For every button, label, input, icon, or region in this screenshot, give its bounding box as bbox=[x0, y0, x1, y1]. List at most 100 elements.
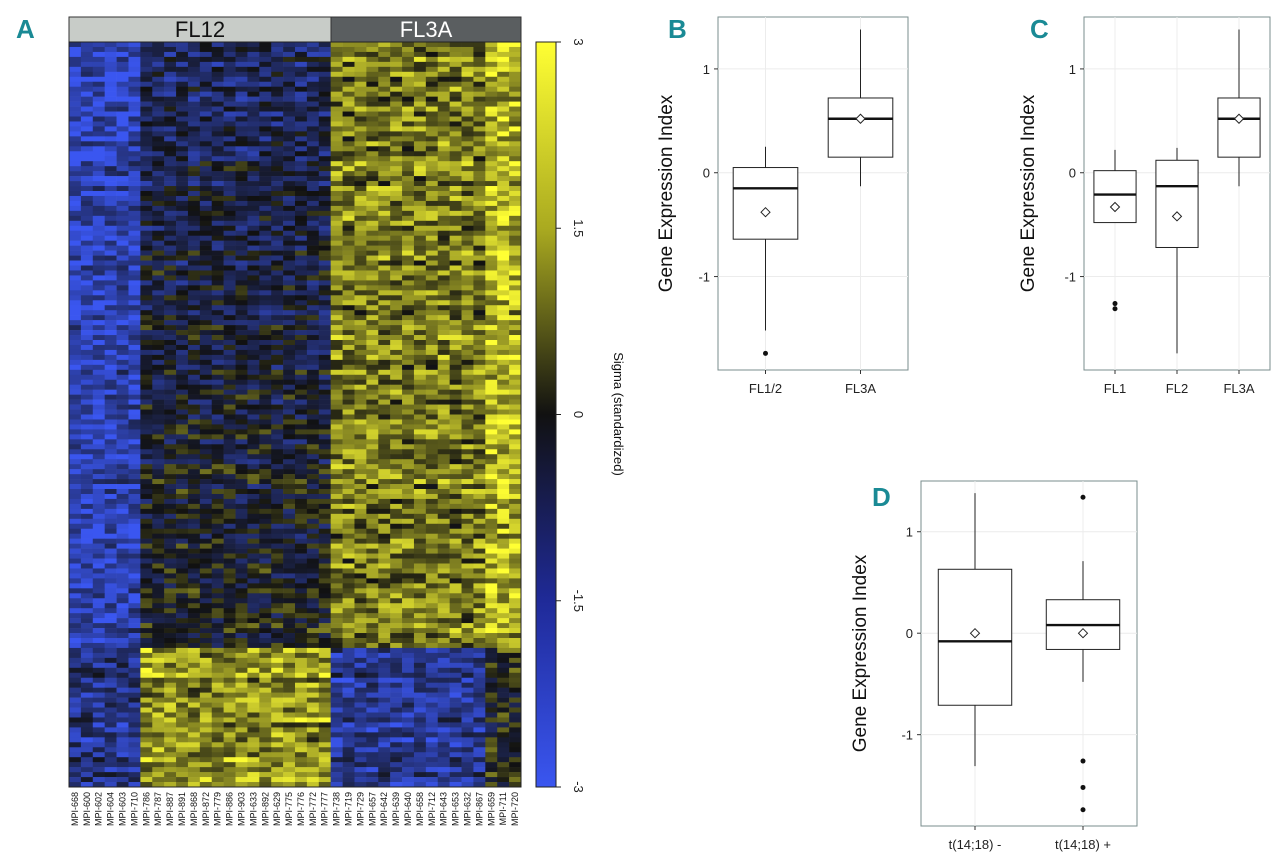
heatmap-cell bbox=[69, 682, 82, 688]
heatmap-cell bbox=[211, 439, 224, 445]
heatmap-cell bbox=[295, 141, 308, 147]
heatmap-cell bbox=[473, 285, 486, 291]
heatmap-cell bbox=[485, 464, 498, 470]
heatmap-cell bbox=[259, 121, 272, 127]
heatmap-cell bbox=[235, 543, 248, 549]
heatmap-cell bbox=[211, 593, 224, 599]
heatmap-cell bbox=[69, 305, 82, 311]
heatmap-cell bbox=[485, 484, 498, 490]
heatmap-cell bbox=[306, 384, 320, 390]
heatmap-cell bbox=[509, 265, 522, 271]
heatmap-cell bbox=[449, 325, 462, 331]
heatmap-cell bbox=[306, 171, 320, 177]
heatmap-cell bbox=[176, 171, 189, 177]
heatmap-cell bbox=[80, 469, 94, 475]
heatmap-cell bbox=[306, 270, 320, 276]
heatmap-cell bbox=[187, 359, 201, 366]
heatmap-cell bbox=[164, 335, 177, 341]
heatmap-cell bbox=[354, 285, 367, 291]
heatmap-cell bbox=[140, 424, 153, 430]
heatmap-cell bbox=[176, 513, 189, 520]
heatmap-cell bbox=[449, 354, 462, 361]
heatmap-cell bbox=[473, 598, 486, 604]
heatmap-cell bbox=[235, 687, 248, 693]
heatmap-cell bbox=[283, 250, 296, 256]
heatmap-cell bbox=[247, 280, 260, 286]
heatmap-cell bbox=[366, 513, 379, 520]
heatmap-cell bbox=[461, 369, 474, 376]
heatmap-cell bbox=[413, 290, 427, 296]
heatmap-cell bbox=[485, 260, 498, 266]
heatmap-cell bbox=[390, 568, 403, 574]
heatmap-cell bbox=[437, 662, 450, 669]
heatmap-cell bbox=[295, 255, 308, 261]
heatmap-cell bbox=[176, 667, 189, 674]
heatmap-cell bbox=[283, 136, 296, 142]
heatmap-cell bbox=[342, 245, 355, 251]
heatmap-cell bbox=[259, 111, 272, 117]
heatmap-cell bbox=[485, 315, 498, 321]
heatmap-cell bbox=[199, 613, 213, 619]
heatmap-cell bbox=[354, 91, 367, 97]
heatmap-cell bbox=[235, 121, 248, 127]
heatmap-cell bbox=[366, 633, 379, 639]
heatmap-cell bbox=[176, 260, 189, 266]
heatmap-cell bbox=[116, 489, 129, 495]
heatmap-cell bbox=[437, 270, 450, 276]
heatmap-cell bbox=[330, 389, 343, 395]
heatmap-cell bbox=[199, 86, 213, 92]
heatmap-cell bbox=[104, 474, 117, 480]
heatmap-cell bbox=[259, 250, 272, 256]
heatmap-cell bbox=[497, 593, 510, 599]
heatmap-cell bbox=[366, 657, 379, 664]
heatmap-cell bbox=[92, 131, 105, 137]
heatmap-cell bbox=[306, 672, 320, 679]
heatmap-cell bbox=[425, 260, 439, 266]
heatmap-cell bbox=[413, 434, 427, 440]
heatmap-cell bbox=[461, 618, 474, 624]
heatmap-cell bbox=[211, 518, 224, 525]
heatmap-cell bbox=[295, 593, 308, 599]
heatmap-cell bbox=[187, 330, 201, 336]
heatmap-cell bbox=[461, 548, 474, 554]
heatmap-cell bbox=[485, 245, 498, 251]
heatmap-cell bbox=[306, 42, 320, 48]
heatmap-cell bbox=[128, 42, 141, 48]
heatmap-cell bbox=[342, 394, 355, 400]
heatmap-cell bbox=[128, 618, 141, 624]
heatmap-cell bbox=[116, 638, 129, 644]
heatmap-cell bbox=[378, 563, 391, 569]
heatmap-cell bbox=[199, 315, 213, 321]
heatmap-cell bbox=[366, 682, 379, 688]
heatmap-cell bbox=[449, 364, 462, 371]
heatmap-cell bbox=[402, 493, 415, 500]
heatmap-cell bbox=[187, 638, 201, 644]
heatmap-cell bbox=[211, 493, 224, 500]
heatmap-cell bbox=[425, 548, 439, 554]
heatmap-cell bbox=[425, 439, 439, 445]
heatmap-cell bbox=[223, 618, 236, 624]
heatmap-cell bbox=[116, 642, 129, 649]
heatmap-cell bbox=[306, 687, 320, 693]
heatmap-cell bbox=[211, 374, 224, 381]
heatmap-cell bbox=[342, 374, 355, 381]
heatmap-cell bbox=[247, 409, 260, 415]
heatmap-cell bbox=[378, 315, 391, 321]
heatmap-cell bbox=[306, 667, 320, 674]
heatmap-cell bbox=[271, 156, 284, 162]
heatmap-cell bbox=[378, 340, 391, 346]
heatmap-cell bbox=[473, 344, 486, 351]
heatmap-cell bbox=[390, 51, 403, 58]
heatmap-cell bbox=[164, 672, 177, 679]
heatmap-cell bbox=[306, 151, 320, 157]
heatmap-cell bbox=[211, 479, 224, 485]
heatmap-cell bbox=[390, 81, 403, 87]
heatmap-cell bbox=[80, 677, 94, 683]
heatmap-cell bbox=[354, 598, 367, 604]
heatmap-cell bbox=[295, 642, 308, 649]
heatmap-cell bbox=[92, 489, 105, 495]
heatmap-cell bbox=[164, 245, 177, 251]
heatmap-cell bbox=[69, 374, 82, 381]
heatmap-cell bbox=[342, 508, 355, 515]
heatmap-cell bbox=[318, 181, 331, 187]
